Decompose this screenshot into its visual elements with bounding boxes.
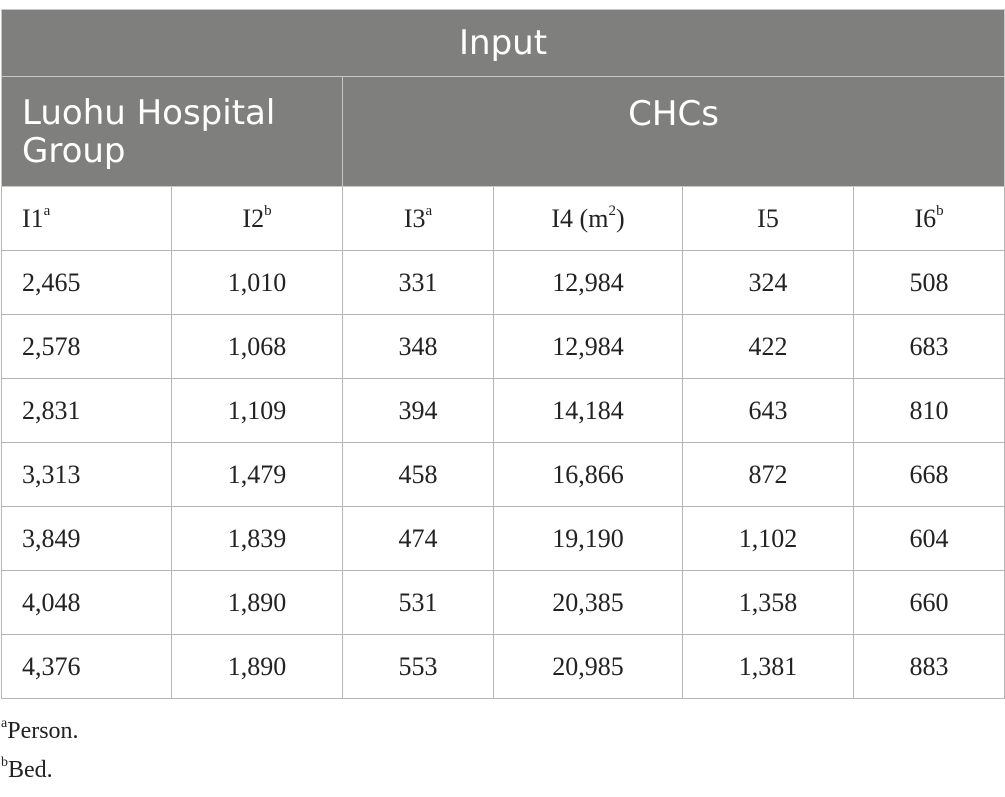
cell: 331 — [342, 250, 494, 315]
table-row: 4,376 1,890 553 20,985 1,381 883 — [1, 634, 1005, 699]
cell: 1,010 — [171, 250, 343, 315]
col-header-i4: I4 (m2) — [493, 186, 683, 251]
cell: 508 — [852, 250, 1005, 315]
col-header-i3: I3a — [342, 186, 494, 251]
footnote-bed: bBed. — [1, 755, 53, 784]
cell: 2,465 — [1, 250, 172, 315]
cell: 3,849 — [1, 506, 172, 571]
cell: 872 — [682, 442, 854, 507]
table-row: 3,313 1,479 458 16,866 872 668 — [1, 442, 1005, 507]
cell: 19,190 — [493, 506, 683, 571]
footnote-person: aPerson. — [1, 716, 79, 745]
cell: 883 — [852, 634, 1005, 699]
cell: 1,839 — [171, 506, 343, 571]
cell: 1,109 — [171, 378, 343, 443]
col-header-i2: I2b — [171, 186, 343, 251]
table-row: 2,831 1,109 394 14,184 643 810 — [1, 378, 1005, 443]
cell: 1,102 — [682, 506, 854, 571]
col-header-i6: I6b — [852, 186, 1005, 251]
column-header-row: I1a I2b I3a I4 (m2) I5 I6b — [1, 186, 1005, 251]
cell: 668 — [852, 442, 1005, 507]
cell: 458 — [342, 442, 494, 507]
chcs-header: CHCs — [341, 76, 1005, 187]
cell: 553 — [342, 634, 494, 699]
cell: 2,831 — [1, 378, 172, 443]
cell: 1,358 — [682, 570, 854, 635]
cell: 20,985 — [493, 634, 683, 699]
cell: 1,890 — [171, 570, 343, 635]
cell: 683 — [852, 314, 1005, 379]
cell: 660 — [852, 570, 1005, 635]
table-row: 3,849 1,839 474 19,190 1,102 604 — [1, 506, 1005, 571]
cell: 348 — [342, 314, 494, 379]
cell: 1,479 — [171, 442, 343, 507]
input-header: Input — [0, 9, 1005, 77]
cell: 3,313 — [1, 442, 172, 507]
cell: 4,376 — [1, 634, 172, 699]
cell: 531 — [342, 570, 494, 635]
table-row: 2,465 1,010 331 12,984 324 508 — [1, 250, 1005, 315]
cell: 324 — [682, 250, 854, 315]
cell: 4,048 — [1, 570, 172, 635]
cell: 14,184 — [493, 378, 683, 443]
cell: 2,578 — [1, 314, 172, 379]
cell: 474 — [342, 506, 494, 571]
cell: 1,068 — [171, 314, 343, 379]
col-header-i1: I1a — [1, 186, 172, 251]
cell: 394 — [342, 378, 494, 443]
cell: 20,385 — [493, 570, 683, 635]
cell: 643 — [682, 378, 854, 443]
luohu-group-header: Luohu Hospital Group — [1, 76, 343, 187]
data-table: Input Luohu Hospital Group CHCs I1a I2b … — [0, 9, 1005, 699]
header-row-input: Input — [0, 9, 1005, 77]
cell: 16,866 — [493, 442, 683, 507]
cell: 1,890 — [171, 634, 343, 699]
cell: 810 — [852, 378, 1005, 443]
header-row-groups: Luohu Hospital Group CHCs — [1, 76, 1005, 187]
cell: 422 — [682, 314, 854, 379]
table-row: 4,048 1,890 531 20,385 1,358 660 — [1, 570, 1005, 635]
col-header-i5: I5 — [682, 186, 854, 251]
cell: 604 — [852, 506, 1005, 571]
cell: 12,984 — [493, 314, 683, 379]
cell: 12,984 — [493, 250, 683, 315]
table-row: 2,578 1,068 348 12,984 422 683 — [1, 314, 1005, 379]
cell: 1,381 — [682, 634, 854, 699]
